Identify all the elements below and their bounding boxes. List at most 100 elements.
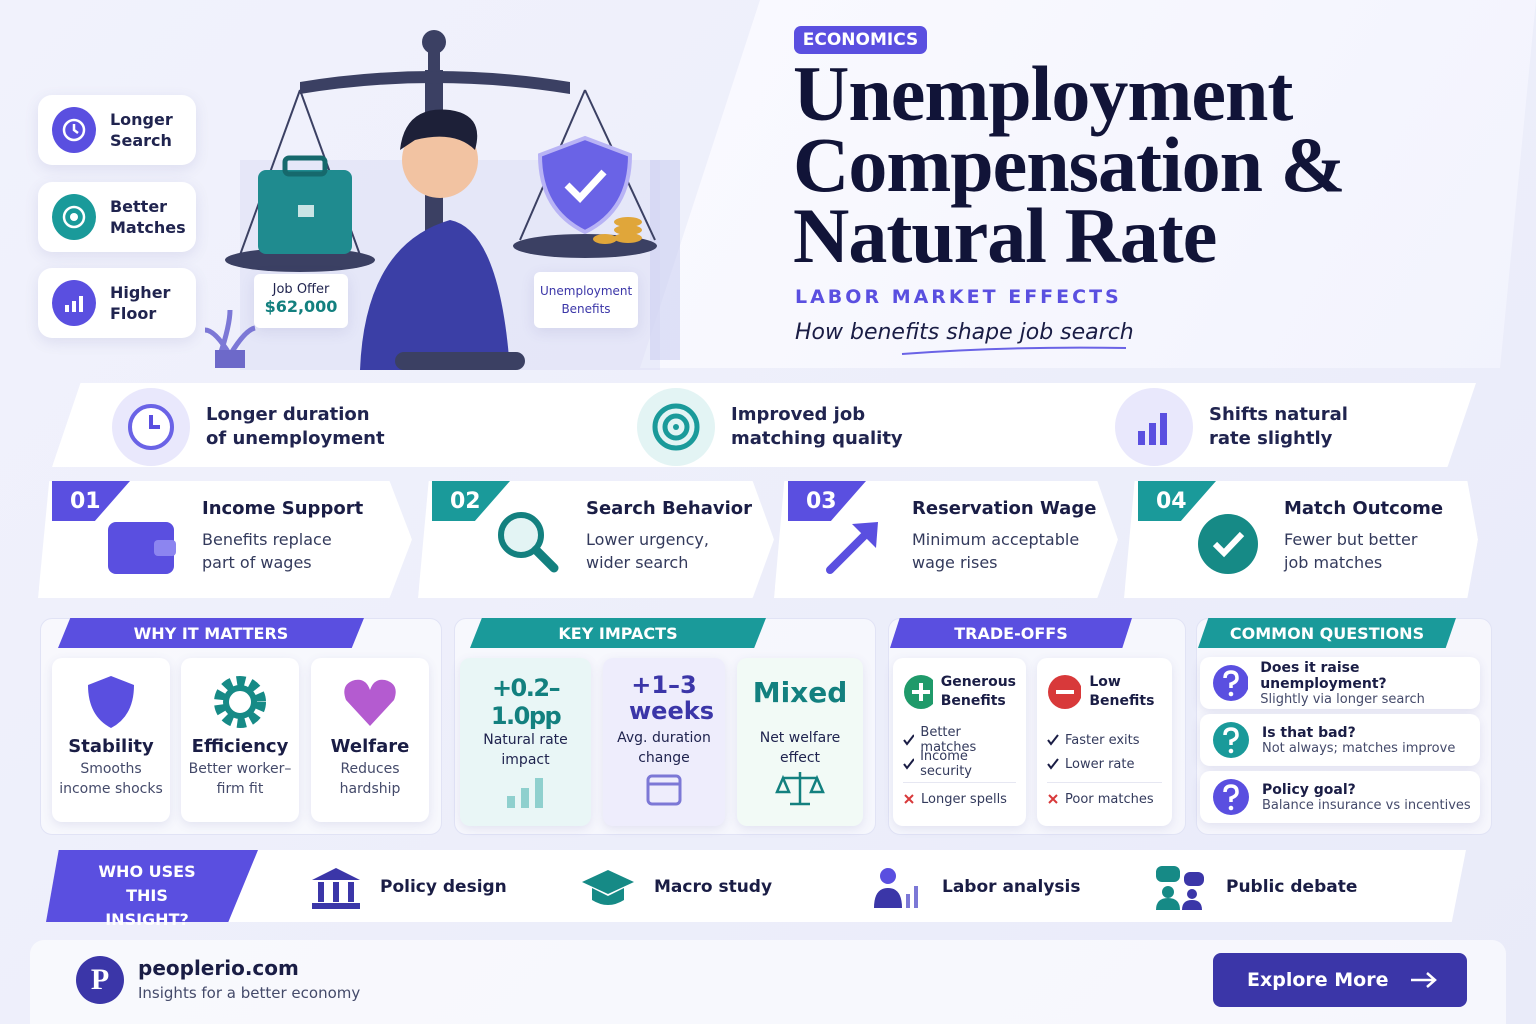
impact-icon [506,778,543,808]
con-item: Longer spells [903,787,1016,811]
who-label: Public debate [1226,877,1358,897]
title: Unemployment Compensation & Natural Rate [793,50,1346,279]
tradeoff-card: Generous Benefits Better matches Income … [893,658,1026,826]
impact-label: Avg. duration change [617,730,711,766]
why-card: Efficiency Better worker–firm fit [181,658,299,822]
why-title: Welfare [330,736,410,757]
question: Policy goal? [1262,781,1356,798]
step-title: Reservation Wage [912,498,1097,519]
pro-item: Faster exits [1047,728,1162,752]
pro-item: Lower rate [1047,752,1162,776]
side-icon [52,107,96,153]
question-icon [1213,779,1249,815]
title-line: Unemployment [793,50,1293,137]
impact-icon [646,774,682,806]
panel-heading: TRADE-OFFS [890,618,1132,648]
tradeoff-title: Low Benefits [1089,674,1155,709]
impact-label: Net welfare effect [759,730,841,766]
who-item: Macro study [580,864,772,910]
con-text: Poor matches [1065,791,1154,807]
cons-list: Longer spells [903,782,1016,811]
tagline-underline [901,346,1127,355]
hero-panel [640,0,1536,368]
side-badge: Better Matches [38,182,196,252]
effects-bar [52,383,1476,467]
panel-heading: WHY IT MATTERS [58,618,364,648]
pro-text: Lower rate [1065,756,1135,772]
side-icon [52,194,96,240]
job-offer-tag: Job Offer $62,000 [254,274,348,328]
who-label: Policy design [380,877,507,897]
pros-list: Faster exits Lower rate [1047,728,1162,776]
step-text: Fewer but better job matches [1284,530,1418,572]
pro-item: Better matches [903,725,1016,755]
pro-item: Income security [903,749,1016,779]
effect-text: Shifts natural rate slightly [1209,404,1348,449]
impact-label: Natural rate impact [483,732,568,768]
question: Does it raise unemployment? [1260,659,1387,692]
pro-text: Faster exits [1065,732,1140,748]
who-item: Policy design [310,864,507,910]
impact-card: +1–3 weeks Avg. duration change [603,658,725,826]
pro-text: Better matches [920,725,977,755]
why-text: Better worker–firm fit [188,761,292,797]
side-badge: Higher Floor [38,268,196,338]
step-icon [1198,514,1258,574]
step-text: Lower urgency, wider search [586,530,709,572]
why-icon [88,676,134,728]
effect-item: Shifts natural rate slightly [1115,388,1389,466]
impact-card: Mixed Net welfare effect [737,658,863,826]
effect-item: Longer duration of unemployment [112,388,386,466]
question-card: Does it raise unemployment? Slightly via … [1200,657,1480,709]
step-icon [826,522,878,574]
tradeoff-icon [904,675,933,709]
footer-tagline: Insights for a better economy [138,984,361,1002]
why-icon [214,676,266,728]
impact-card: +0.2–1.0pp Natural rate impact [460,658,591,826]
who-item: Labor analysis [872,864,1080,910]
explore-button[interactable]: Explore More [1213,953,1467,1007]
tradeoff-icon [1048,675,1082,709]
step-title: Match Outcome [1284,498,1444,519]
illustration [204,30,680,370]
question-icon [1213,722,1249,758]
question: Is that bad? [1262,724,1356,741]
impact-value: Mixed [752,676,848,709]
tradeoff-card: Low Benefits Faster exits Lower rate Poo… [1037,658,1172,826]
effect-text: Longer duration of unemployment [206,404,385,449]
effect-icon [637,388,715,466]
footer-logo: P [76,956,124,1004]
subtitle: LABOR MARKET EFFECTS [795,286,1122,308]
title-line: Natural Rate [793,192,1217,279]
who-heading: WHO USES THIS INSIGHT? [98,862,196,929]
job-offer-value: $62,000 [264,297,338,316]
side-badge-label: Higher Floor [109,283,171,323]
who-heading-bg [46,850,258,922]
step-text: Benefits replace part of wages [202,530,332,572]
why-icon [344,679,396,726]
answer: Slightly via longer search [1260,691,1425,707]
con-text: Longer spells [921,791,1007,807]
answer: Not always; matches improve [1262,740,1456,756]
explore-label[interactable]: Explore More [1247,969,1389,991]
arrow-icon [1411,972,1437,988]
why-text: Reduces hardship [339,761,401,797]
question-card: Is that bad? Not always; matches improve [1200,714,1480,766]
benefits-tag: Unemployment Benefits [534,272,638,328]
impact-value: +1–3 weeks [629,671,714,725]
why-card: Welfare Reduces hardship [311,658,429,822]
benefits-label: Unemployment Benefits [540,284,633,316]
impact-value: +0.2–1.0pp [490,674,562,730]
question-icon [1213,665,1249,701]
why-text: Smooths income shocks [59,761,163,797]
step-icon [498,512,559,573]
effect-text: Improved job matching quality [731,404,903,449]
who-bar [46,850,1466,922]
side-badge-label: Better Matches [109,197,186,237]
who-label: Labor analysis [942,877,1081,897]
why-title: Efficiency [191,736,289,757]
category-badge: ECONOMICS [794,26,927,54]
step-icon [108,522,176,574]
effect-icon [112,388,190,466]
